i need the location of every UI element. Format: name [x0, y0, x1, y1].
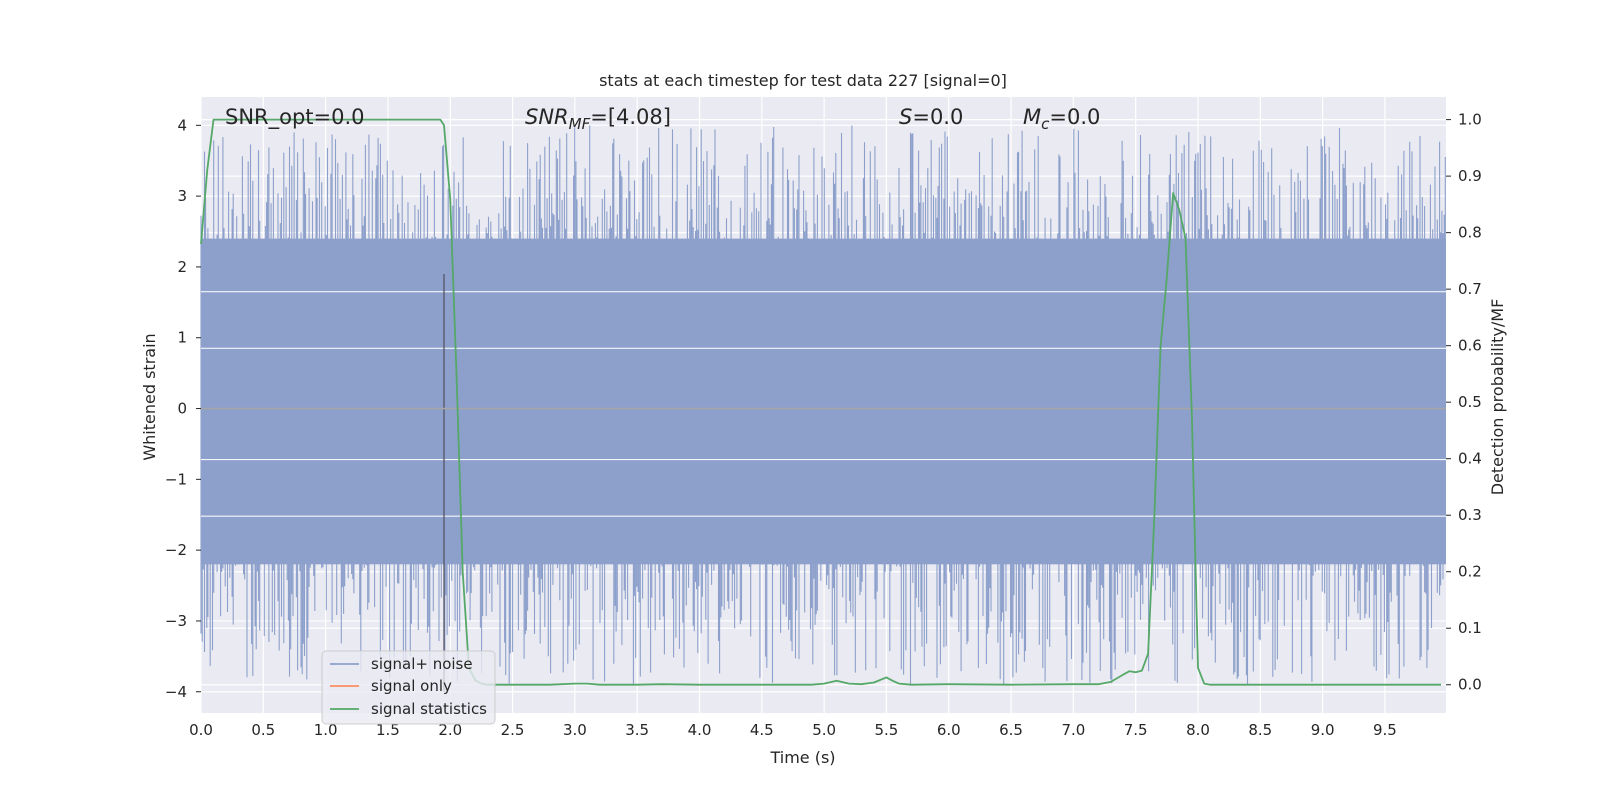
- x-tick-label: 6.5: [999, 721, 1023, 739]
- x-tick-label: 3.0: [563, 721, 587, 739]
- y-right-tick-label: 0.0: [1458, 676, 1482, 694]
- x-tick-label: 8.0: [1186, 721, 1210, 739]
- mc-value: =0.0: [1049, 105, 1100, 129]
- x-tick-label: 1.0: [314, 721, 338, 739]
- x-tick-label: 0.0: [189, 721, 213, 739]
- y-left-tick-label: −3: [165, 612, 187, 630]
- snr-mf-subscript: MF: [569, 115, 591, 133]
- y-right-tick-labels: 1.0 0.9 0.8 0.7 0.6 0.5 0.4 0.3 0.2 0.1 0.0: [1446, 111, 1482, 694]
- signal-statistics-series: [200, 118, 1441, 686]
- y-right-tick-label: 0.6: [1458, 337, 1482, 355]
- y-right-tick-label: 0.3: [1458, 506, 1482, 524]
- x-tick-label: 9.0: [1311, 721, 1335, 739]
- y-right-tick-label: 1.0: [1458, 111, 1482, 129]
- y-left-tick-labels: 4 3 2 1 0 −1 −2 −3 −4: [165, 116, 201, 701]
- y-right-tick-label: 0.5: [1458, 393, 1482, 411]
- y-left-tick-label: −4: [165, 683, 187, 701]
- y-right-tick-label: 0.7: [1458, 280, 1482, 298]
- x-tick-label: 3.5: [625, 721, 649, 739]
- mc-subscript: c: [1041, 115, 1050, 133]
- x-tick-label: 7.5: [1124, 721, 1148, 739]
- y-right-axis-label: Detection probability/MF: [1488, 299, 1507, 496]
- y-right-tick-label: 0.4: [1458, 450, 1482, 468]
- x-tick-label: 6.0: [937, 721, 961, 739]
- x-tick-label: 0.5: [251, 721, 275, 739]
- legend-label-signal-only: signal only: [371, 677, 452, 695]
- chart-title: stats at each timestep for test data 227…: [599, 71, 1007, 90]
- snr-mf-value: =[4.08]: [590, 105, 671, 129]
- y-left-tick-label: −2: [165, 541, 187, 559]
- legend-label-signal-statistics: signal statistics: [371, 700, 487, 718]
- x-tick-label: 7.0: [1061, 721, 1085, 739]
- s-value: =0.0: [912, 105, 963, 129]
- x-tick-label: 5.0: [812, 721, 836, 739]
- y-right-tick-label: 0.9: [1458, 167, 1482, 185]
- signal-statistics-line: [200, 118, 1441, 686]
- x-tick-label: 5.5: [875, 721, 899, 739]
- x-tick-label: 8.5: [1248, 721, 1272, 739]
- legend-label-signal-noise: signal+ noise: [371, 655, 473, 673]
- mc-annotation: Mc=0.0: [1023, 105, 1100, 133]
- y-left-tick-label: −1: [165, 470, 187, 488]
- y-right-tick-label: 0.2: [1458, 563, 1482, 581]
- signal-noise-series: [200, 125, 1446, 685]
- x-axis-label: Time (s): [769, 748, 835, 767]
- x-tick-label: 1.5: [376, 721, 400, 739]
- x-tick-label: 4.0: [688, 721, 712, 739]
- y-right-tick-label: 0.8: [1458, 224, 1482, 242]
- y-right-tick-label: 0.1: [1458, 619, 1482, 637]
- y-left-tick-label: 1: [177, 329, 187, 347]
- legend: signal+ noise signal only signal statist…: [321, 650, 496, 725]
- x-tick-labels: 0.0 0.5 1.0 1.5 2.0 2.5 3.0 3.5 4.0 4.5 5.0 5.5 6.0 6…: [189, 721, 1397, 739]
- y-left-tick-label: 4: [177, 116, 187, 134]
- mc-symbol: M: [1023, 105, 1041, 129]
- x-tick-label: 9.5: [1373, 721, 1397, 739]
- legend-box: [321, 650, 496, 725]
- s-annotation: S=0.0: [899, 105, 963, 129]
- y-left-tick-label: 2: [177, 258, 187, 276]
- noise-trace: [200, 125, 1446, 685]
- x-tick-label: 4.5: [750, 721, 774, 739]
- snr-mf-symbol: SNR: [525, 105, 569, 129]
- y-left-tick-label: 0: [177, 400, 187, 418]
- y-left-tick-label: 3: [177, 187, 187, 205]
- s-symbol: S: [899, 105, 912, 129]
- snr-mf-annotation: SNRMF=[4.08]: [525, 105, 671, 133]
- snr-opt-annotation: SNR_opt=0.0: [225, 105, 365, 130]
- x-tick-label: 2.0: [438, 721, 462, 739]
- x-tick-label: 2.5: [501, 721, 525, 739]
- y-left-axis-label: Whitened strain: [140, 333, 159, 460]
